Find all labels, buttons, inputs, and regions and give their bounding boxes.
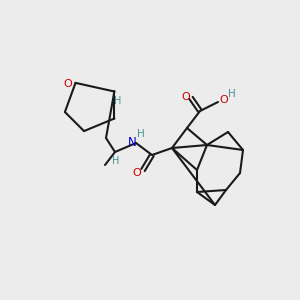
Text: O: O [182,92,190,102]
Text: O: O [63,79,72,89]
Text: N: N [128,136,136,148]
Text: H: H [114,95,121,106]
Text: H: H [137,129,145,139]
Text: H: H [228,89,236,99]
Text: H: H [112,156,120,166]
Text: O: O [220,95,228,105]
Text: O: O [133,168,141,178]
